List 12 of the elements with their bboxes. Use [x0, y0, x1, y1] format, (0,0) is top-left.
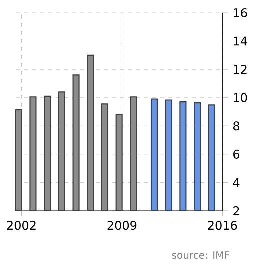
x-tick-label: 2009: [108, 221, 137, 230]
y-tick-label: 2: [234, 206, 240, 216]
y-tick-label: 16: [234, 8, 248, 18]
source-note: source: IMF: [172, 252, 230, 260]
x-tick-label: 2002: [7, 221, 36, 230]
x-tick-label: 2016: [208, 221, 238, 230]
y-tick-label: 8: [234, 122, 240, 131]
y-tick-label: 4: [233, 178, 240, 188]
y-tick-label: 14: [234, 36, 248, 46]
y-tick-label: 10: [234, 93, 248, 102]
y-tick-label: 6: [234, 150, 240, 159]
y-tick-label: 12: [234, 65, 247, 74]
